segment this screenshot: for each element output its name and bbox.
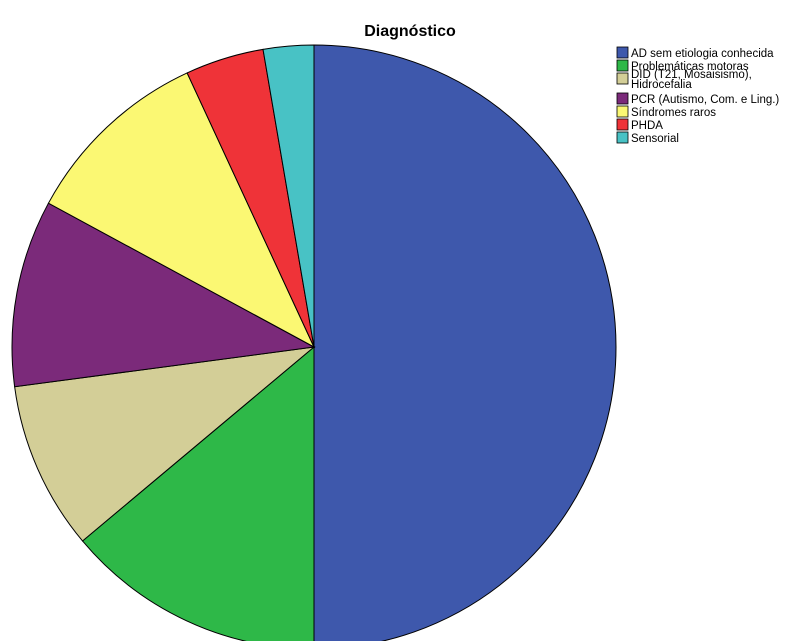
legend-label-5: Síndromes raros <box>631 107 716 119</box>
legend: AD sem etiologia conhecidaProblemáticas … <box>616 46 779 145</box>
legend-swatch-3 <box>616 72 629 85</box>
legend-label-1: AD sem etiologia conhecida <box>631 48 774 60</box>
pie-slice-7 <box>262 44 315 348</box>
pie-slice-4 <box>11 202 316 388</box>
legend-label-6: PHDA <box>631 120 663 132</box>
legend-label-3: DID (T21, Mosaisismo), Hidrocefalia <box>631 69 752 91</box>
legend-swatch-4 <box>616 92 629 105</box>
pie-slice-1 <box>313 44 617 641</box>
legend-swatch-1 <box>616 46 629 59</box>
pie-slices <box>11 44 617 641</box>
legend-swatch-5 <box>616 105 629 118</box>
legend-swatch-2 <box>616 59 629 72</box>
pie-slice-3 <box>14 346 316 542</box>
legend-swatch-6 <box>616 118 629 131</box>
legend-swatch-7 <box>616 131 629 144</box>
legend-label-2: Problemáticas motoras <box>631 61 749 73</box>
pie-slice-2 <box>81 345 315 641</box>
legend-label-4: PCR (Autismo, Com. e Ling.) <box>631 94 779 106</box>
chart-title: Diagnóstico <box>364 23 456 40</box>
legend-label-7: Sensorial <box>631 133 679 145</box>
pie-slice-5 <box>47 72 316 349</box>
